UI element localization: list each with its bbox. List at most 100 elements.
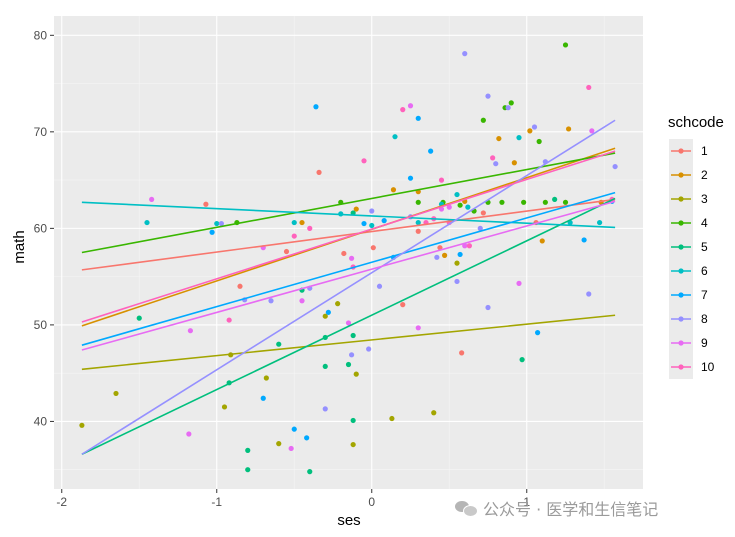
legend-label-7: 7 bbox=[701, 288, 708, 302]
data-point-school-3 bbox=[389, 415, 395, 422]
data-point-school-3 bbox=[276, 441, 282, 447]
data-point-school-3 bbox=[335, 301, 341, 307]
y-tick-label: 60 bbox=[34, 221, 48, 235]
data-point-school-8 bbox=[477, 225, 483, 231]
data-point-school-1 bbox=[203, 201, 209, 207]
watermark: 公众号 · 医学和生信笔记 bbox=[455, 495, 658, 521]
data-point-school-3 bbox=[263, 375, 269, 381]
data-point-school-7 bbox=[535, 330, 541, 336]
data-point-school-3 bbox=[350, 441, 356, 448]
legend-label-4: 4 bbox=[701, 216, 708, 230]
data-point-school-5 bbox=[350, 417, 356, 424]
fit-line-school-9 bbox=[81, 200, 616, 351]
data-point-school-2 bbox=[390, 187, 397, 193]
data-point-school-5 bbox=[245, 447, 251, 453]
data-point-school-9 bbox=[407, 103, 414, 109]
data-point-school-8 bbox=[462, 51, 468, 57]
data-point-school-9 bbox=[149, 196, 155, 203]
fit-line-school-5 bbox=[81, 197, 616, 455]
grid-minor bbox=[54, 16, 643, 489]
data-point-school-5 bbox=[245, 467, 251, 473]
data-point-school-6 bbox=[465, 204, 471, 210]
data-point-school-8 bbox=[322, 406, 328, 412]
legend-label-10: 10 bbox=[701, 360, 715, 374]
x-tick-label: -1 bbox=[211, 495, 222, 509]
data-point-school-9 bbox=[345, 320, 352, 326]
data-point-school-8 bbox=[434, 254, 440, 260]
wechat-icon bbox=[455, 499, 478, 517]
data-point-school-10 bbox=[226, 317, 232, 323]
data-point-school-8 bbox=[485, 304, 491, 311]
legend-key-point bbox=[678, 148, 684, 154]
data-point-school-2 bbox=[353, 206, 359, 212]
x-tick-label: -2 bbox=[56, 495, 67, 509]
data-point-school-4 bbox=[480, 117, 486, 123]
data-point-school-7 bbox=[304, 435, 310, 441]
data-point-school-7 bbox=[260, 395, 266, 401]
data-point-school-7 bbox=[313, 104, 319, 110]
data-point-school-6 bbox=[415, 219, 421, 226]
fit-line-school-7 bbox=[81, 191, 616, 346]
data-point-school-8 bbox=[493, 161, 499, 167]
data-point-school-10 bbox=[400, 107, 406, 113]
data-point-school-7 bbox=[457, 251, 463, 258]
data-point-school-5 bbox=[307, 469, 313, 475]
fit-line-school-4 bbox=[81, 152, 616, 254]
data-point-school-6 bbox=[597, 219, 603, 226]
data-point-school-3 bbox=[221, 404, 228, 410]
data-point-school-10 bbox=[490, 155, 496, 161]
data-point-school-7 bbox=[428, 148, 434, 154]
legend-key-point bbox=[678, 292, 684, 298]
legend-key-point bbox=[678, 340, 684, 346]
data-point-school-5 bbox=[552, 196, 558, 203]
legend-items: 1 2 3 4 5 6 7 8 9 10 bbox=[669, 139, 715, 379]
regression-lines bbox=[81, 119, 616, 455]
data-point-school-4 bbox=[562, 42, 569, 48]
watermark-text: 公众号 · 医学和生信笔记 bbox=[483, 500, 659, 519]
data-point-school-8 bbox=[454, 278, 460, 285]
data-point-school-9 bbox=[446, 204, 452, 210]
data-point-school-4 bbox=[536, 138, 542, 145]
legend: schcode 1 2 3 4 5 6 7 8 9 10 bbox=[668, 114, 724, 379]
data-point-school-1 bbox=[237, 283, 243, 289]
legend-label-5: 5 bbox=[701, 240, 708, 254]
legend-label-2: 2 bbox=[701, 168, 708, 182]
data-point-school-9 bbox=[299, 298, 305, 304]
data-point-school-10 bbox=[438, 177, 445, 183]
data-point-school-3 bbox=[79, 422, 85, 428]
data-point-school-1 bbox=[400, 302, 406, 308]
data-point-school-4 bbox=[542, 199, 548, 205]
data-point-school-8 bbox=[349, 352, 355, 358]
data-point-school-5 bbox=[519, 357, 525, 363]
data-point-school-3 bbox=[322, 313, 328, 319]
data-point-school-7 bbox=[581, 237, 587, 243]
data-point-school-9 bbox=[187, 328, 193, 334]
data-point-school-1 bbox=[415, 228, 421, 234]
data-point-school-6 bbox=[291, 219, 297, 226]
data-point-school-3 bbox=[431, 410, 437, 416]
legend-title: schcode bbox=[668, 114, 724, 131]
legend-label-1: 1 bbox=[701, 144, 708, 158]
data-point-school-4 bbox=[457, 202, 463, 208]
data-point-school-8 bbox=[268, 298, 274, 304]
data-point-school-8 bbox=[376, 283, 383, 289]
x-axis-label: ses bbox=[337, 512, 360, 529]
data-point-school-1 bbox=[283, 248, 290, 255]
data-point-school-6 bbox=[454, 191, 460, 198]
data-point-school-5 bbox=[322, 363, 328, 370]
data-point-school-1 bbox=[459, 350, 465, 356]
data-point-school-8 bbox=[505, 105, 511, 111]
data-point-school-10 bbox=[291, 233, 297, 239]
legend-key-point bbox=[678, 196, 684, 202]
data-point-school-1 bbox=[341, 250, 347, 257]
data-point-school-8 bbox=[366, 346, 372, 352]
data-point-school-7 bbox=[325, 309, 331, 315]
legend-key-point bbox=[678, 316, 684, 322]
data-point-school-5 bbox=[350, 332, 356, 339]
data-point-school-9 bbox=[415, 325, 421, 331]
data-point-school-6 bbox=[144, 219, 150, 226]
data-point-school-4 bbox=[415, 199, 421, 205]
legend-label-6: 6 bbox=[701, 264, 708, 278]
data-point-school-4 bbox=[562, 199, 569, 205]
data-point-school-2 bbox=[299, 219, 305, 226]
